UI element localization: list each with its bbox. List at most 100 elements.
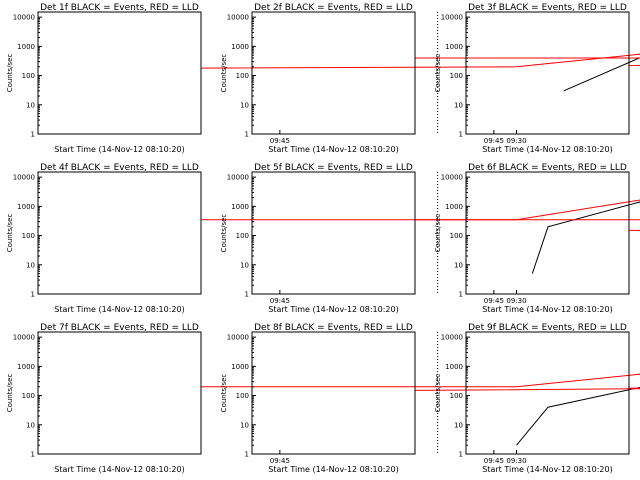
y-tick-label: 100 [236,392,249,400]
y-tick-label: 1 [31,291,35,299]
y-tick-label: 10 [240,101,249,109]
plot-frame [251,11,416,135]
events-series-line [516,386,640,446]
plot-frame [465,171,630,295]
x-axis-label: Start Time (14-Nov-12 08:10:20) [54,305,184,314]
events-series-line [531,201,640,274]
y-tick-label: 1000 [17,363,35,371]
y-axis-label: Counts/sec [434,214,442,253]
detector-panel-9: Det 9f BLACK = Events, RED = LLD 1 10 100 10… [434,323,640,474]
y-tick-label: 100 [450,392,463,400]
x-tick-label: 09:30 [506,457,526,465]
plot-frame [37,171,202,295]
y-tick-label: 100 [236,72,249,80]
x-tick-label: 09:30 [506,297,526,305]
plot-frame [37,331,202,455]
y-axis-label: Counts/sec [220,374,228,413]
y-axis-label: Counts/sec [434,374,442,413]
y-tick-label: 10 [454,421,463,429]
y-tick-label: 1000 [231,43,249,51]
plot-frame [465,331,630,455]
panel-title: Det 1f BLACK = Events, RED = LLD [40,3,199,13]
detector-panel-3: Det 3f BLACK = Events, RED = LLD 1 10 100 10… [434,3,640,154]
y-tick-label: 100 [236,232,249,240]
x-axis-label: Start Time (14-Nov-12 08:10:20) [268,465,398,474]
x-axis-label: Start Time (14-Nov-12 08:10:20) [268,305,398,314]
y-tick-label: 1000 [231,363,249,371]
y-tick-label: 10 [26,261,35,269]
panel-title: Det 4f BLACK = Events, RED = LLD [40,163,199,173]
y-tick-label: 1 [245,451,249,459]
y-tick-label: 10000 [227,174,249,182]
x-axis-label: Start Time (14-Nov-12 08:10:20) [54,465,184,474]
y-tick-label: 10 [240,261,249,269]
panel-title: Det 6f BLACK = Events, RED = LLD [468,163,627,173]
lld-series-line [200,53,640,69]
y-tick-label: 100 [450,72,463,80]
y-tick-label: 10 [26,101,35,109]
detector-panel-8: Det 8f BLACK = Events, RED = LLD11010010… [220,323,640,474]
y-tick-label: 100 [22,392,35,400]
x-tick-label: 09:45 [270,457,290,465]
y-tick-label: 10000 [441,174,463,182]
detector-panel-1: Det 1f BLACK = Events, RED = LLD11010010… [6,3,640,154]
y-tick-label: 1000 [231,203,249,211]
x-tick-label: 09:45 [270,297,290,305]
y-axis-label: Counts/sec [434,54,442,93]
panel-title: Det 2f BLACK = Events, RED = LLD [254,3,413,13]
y-tick-label: 10000 [441,334,463,342]
y-tick-label: 1 [459,291,463,299]
plot-frame [251,331,416,455]
plot-frame [465,11,630,135]
y-tick-label: 100 [22,232,35,240]
lld-series-line [201,373,640,388]
y-axis-label: Counts/sec [6,214,14,253]
detector-panel-7: Det 7f BLACK = Events, RED = LLD11010010… [6,323,640,474]
x-tick-label: 09:45 [270,137,290,145]
y-tick-label: 10 [240,421,249,429]
x-tick-label: 09:45 [484,297,504,305]
panel-title: Det 8f BLACK = Events, RED = LLD [254,323,413,333]
detector-panel-5: Det 5f BLACK = Events, RED = LLD11010010… [220,163,640,314]
detector-panel-6: Det 6f BLACK = Events, RED = LLD 1 10 100 10… [434,163,640,314]
x-axis-label: Start Time (14-Nov-12 08:10:20) [482,305,612,314]
y-tick-label: 1000 [17,203,35,211]
y-tick-label: 1 [31,451,35,459]
plot-frame [251,171,416,295]
y-axis-label: Counts/sec [220,214,228,253]
x-axis-label: Start Time (14-Nov-12 08:10:20) [268,145,398,154]
lld-series-line [629,229,640,231]
y-tick-label: 1 [459,451,463,459]
panel-title: Det 5f BLACK = Events, RED = LLD [254,163,413,173]
y-tick-label: 1 [31,131,35,139]
plot-frame [37,11,202,135]
y-tick-label: 10 [26,421,35,429]
x-axis-label: Start Time (14-Nov-12 08:10:20) [482,465,612,474]
y-tick-label: 10 [454,261,463,269]
y-axis-label: Counts/sec [6,374,14,413]
y-tick-label: 10000 [13,14,35,22]
y-axis-label: Counts/sec [6,54,14,93]
y-tick-label: 10000 [227,14,249,22]
y-tick-label: 100 [22,72,35,80]
y-tick-label: 1000 [445,43,463,51]
x-tick-label: 09:30 [506,137,526,145]
y-tick-label: 1000 [17,43,35,51]
y-tick-label: 10000 [227,334,249,342]
y-tick-label: 10 [454,101,463,109]
y-tick-label: 10000 [13,174,35,182]
lld-series-line [201,199,640,221]
y-tick-label: 100 [450,232,463,240]
x-axis-label: Start Time (14-Nov-12 08:10:20) [482,145,612,154]
panel-title: Det 9f BLACK = Events, RED = LLD [468,323,627,333]
y-tick-label: 1 [245,131,249,139]
y-tick-label: 1000 [445,203,463,211]
y-tick-label: 1 [245,291,249,299]
panel-title: Det 7f BLACK = Events, RED = LLD [40,323,199,333]
x-axis-label: Start Time (14-Nov-12 08:10:20) [54,145,184,154]
x-tick-label: 09:45 [484,137,504,145]
x-tick-label: 09:45 [484,457,504,465]
lld-series-line [628,387,640,389]
y-axis-label: Counts/sec [220,54,228,93]
